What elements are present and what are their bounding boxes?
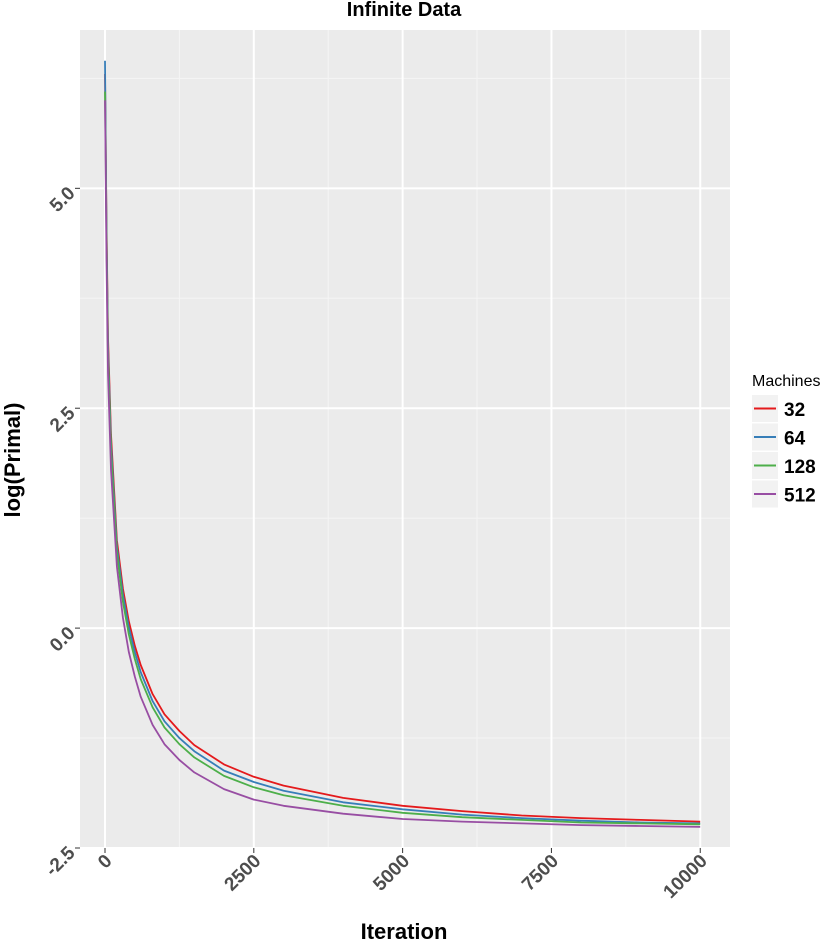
x-axis-title: Iteration: [361, 919, 448, 944]
legend-label-32: 32: [784, 400, 805, 421]
legend-label-128: 128: [784, 457, 816, 478]
y-tick-label: 2.5: [46, 403, 80, 437]
y-tick-label: 0.0: [46, 623, 80, 657]
x-tick-label: 0: [94, 851, 116, 873]
y-tick-label: 5.0: [46, 183, 80, 217]
legend-label-64: 64: [784, 429, 806, 450]
legend-label-512: 512: [784, 486, 816, 507]
series-line-512: [104, 100, 701, 828]
x-tick-label: 5000: [369, 851, 414, 896]
gridlines: [80, 30, 730, 849]
plot-panel: [80, 30, 730, 848]
series-line-128: [104, 91, 701, 826]
series-lines: [104, 60, 701, 828]
x-tick-label: 2500: [221, 851, 266, 896]
x-tick-label: 7500: [518, 851, 563, 896]
y-axis-title: log(Primal): [0, 403, 25, 518]
x-tick-label: 10000: [660, 851, 712, 903]
x-axis-ticks: 0 2500 5000 7500 10000: [94, 848, 712, 903]
y-tick-label: -2.5: [42, 842, 80, 880]
legend: Machines 32 64 128 512: [752, 373, 820, 508]
chart-title: Infinite Data: [347, 0, 462, 21]
legend-title: Machines: [752, 373, 820, 390]
y-axis-ticks: -2.5 0.0 2.5 5.0: [42, 183, 80, 881]
